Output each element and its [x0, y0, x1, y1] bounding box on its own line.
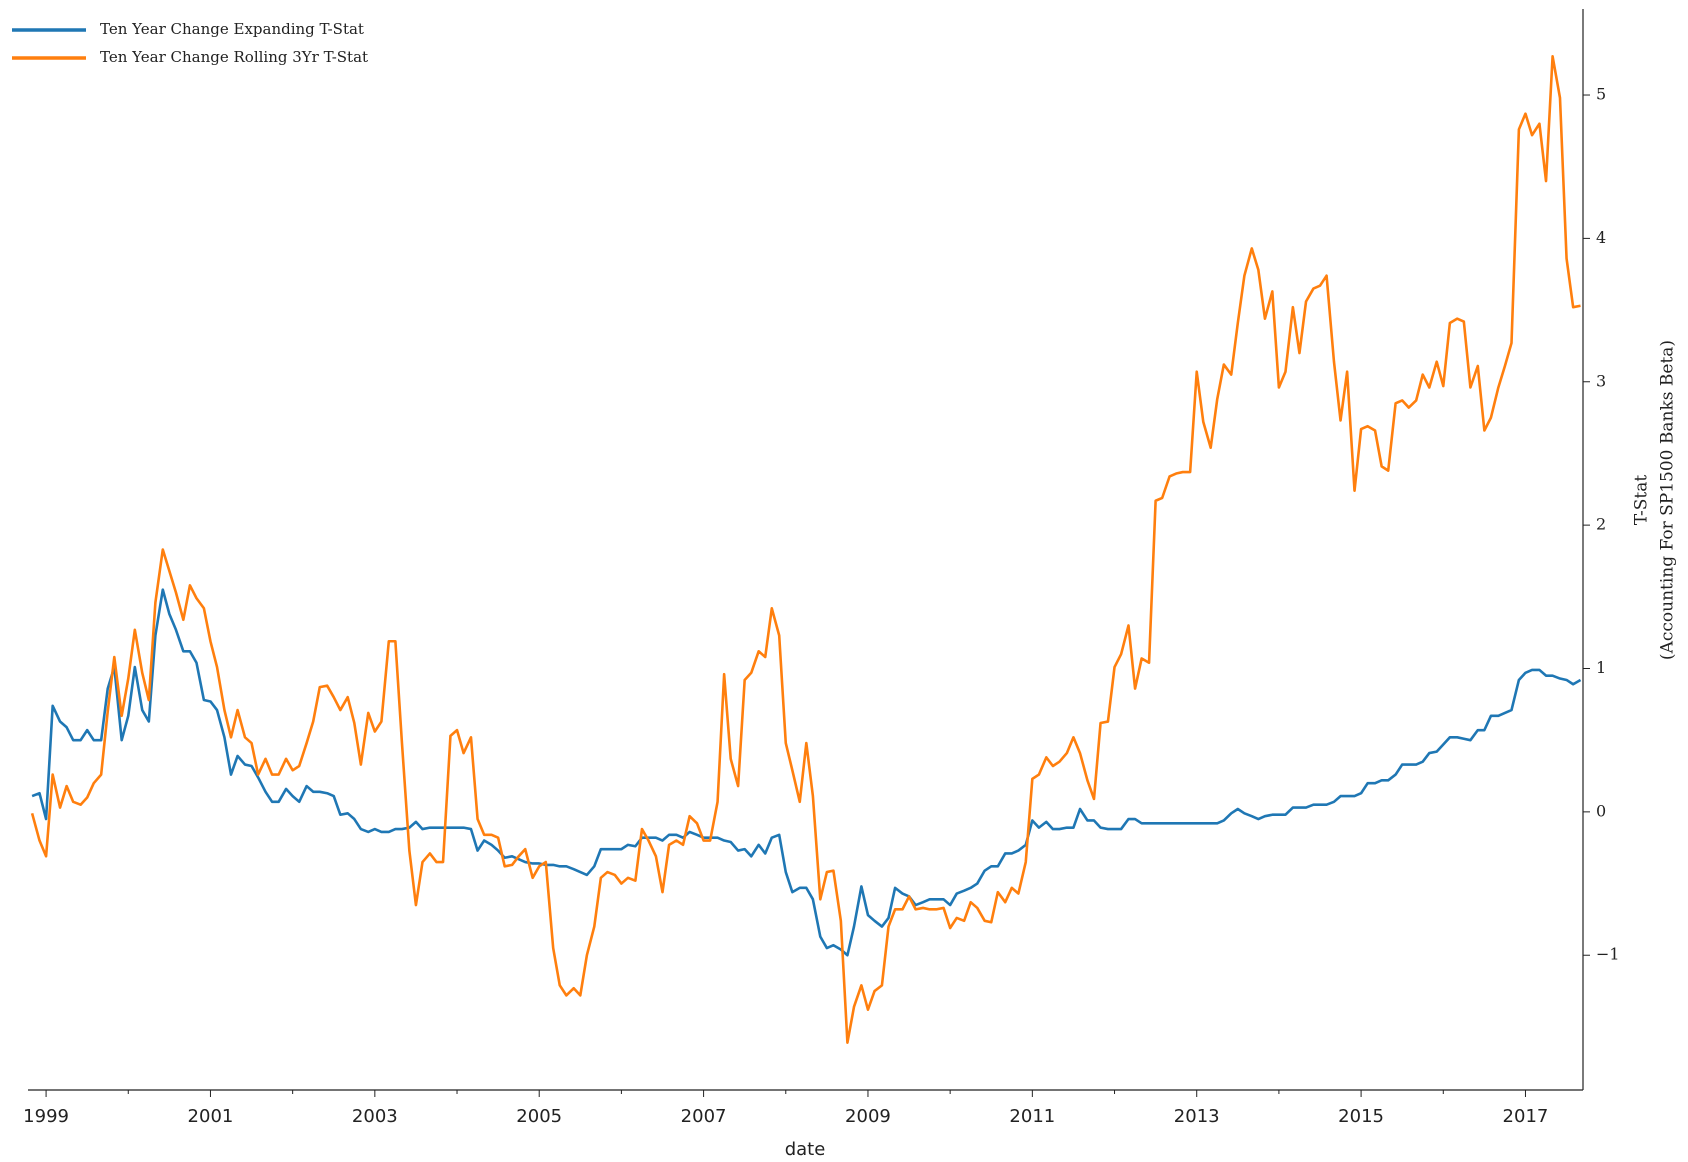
line-series	[31, 588, 1582, 957]
x-tick-label: 2017	[1503, 1106, 1549, 1127]
y-tick-label: 5	[1596, 85, 1606, 104]
legend-label: Ten Year Change Expanding T-Stat	[100, 20, 364, 38]
x-tick-label: 2013	[1174, 1106, 1220, 1127]
x-tick-label: 2009	[845, 1106, 891, 1127]
line-series	[30, 55, 1581, 1044]
y-axis-label: T-Stat	[1632, 475, 1652, 526]
x-axis-label: date	[785, 1139, 826, 1160]
y-tick-label: 2	[1596, 515, 1606, 534]
x-tick-label: 2011	[1009, 1106, 1055, 1127]
x-tick-label: 2005	[516, 1106, 562, 1127]
legend-label: Ten Year Change Rolling 3Yr T-Stat	[100, 48, 368, 66]
x-tick-label: 2007	[681, 1106, 727, 1127]
x-tick-label: 1999	[23, 1106, 69, 1127]
y-tick-label: 3	[1596, 371, 1606, 390]
y-tick-label: −1	[1596, 945, 1620, 964]
x-tick-label: 2001	[188, 1106, 234, 1127]
y-tick-label: 0	[1596, 801, 1606, 820]
x-tick-label: 2015	[1338, 1106, 1384, 1127]
y-axis-label: (Accounting For SP1500 Banks Beta)	[1658, 340, 1678, 660]
y-tick-label: 4	[1596, 228, 1606, 247]
y-tick-label: 1	[1596, 658, 1606, 677]
x-tick-label: 2003	[352, 1106, 398, 1127]
